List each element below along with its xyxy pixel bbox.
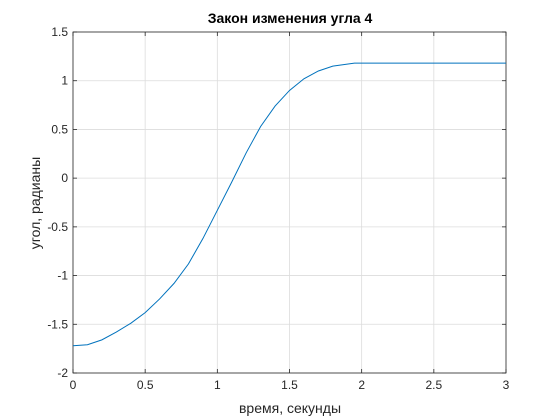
y-tick-label: 0 [61,171,68,185]
x-tick-label: 2 [358,378,365,392]
ticks [72,31,507,374]
y-tick-label: -0.5 [47,220,68,234]
x-tick-label: 2.5 [425,378,442,392]
x-axis-label: время, секунды [239,400,341,416]
x-tick-label: 0 [70,378,77,392]
y-tick-label: 0.5 [51,122,68,136]
series-line [72,62,506,347]
y-tick-label: 1 [61,74,68,88]
y-axis-label: угол, радианы [27,157,43,249]
x-tick-label: 1 [214,378,221,392]
x-tick-label: 0.5 [137,378,154,392]
y-tick-label: -1 [57,269,68,283]
x-tick-label: 3 [503,378,510,392]
chart-title: Закон изменения угла 4 [208,10,373,26]
x-tick-label: 1.5 [281,378,298,392]
y-tick-label: -1.5 [47,317,68,331]
y-tick-label: 1.5 [51,25,68,39]
tick-labels: 0 0.5 1 1.5 2 2.5 3 -2 -1.5 -1 -0.5 0 0.5 1 1.5 [47,25,509,392]
y-tick-label: -2 [57,366,68,380]
